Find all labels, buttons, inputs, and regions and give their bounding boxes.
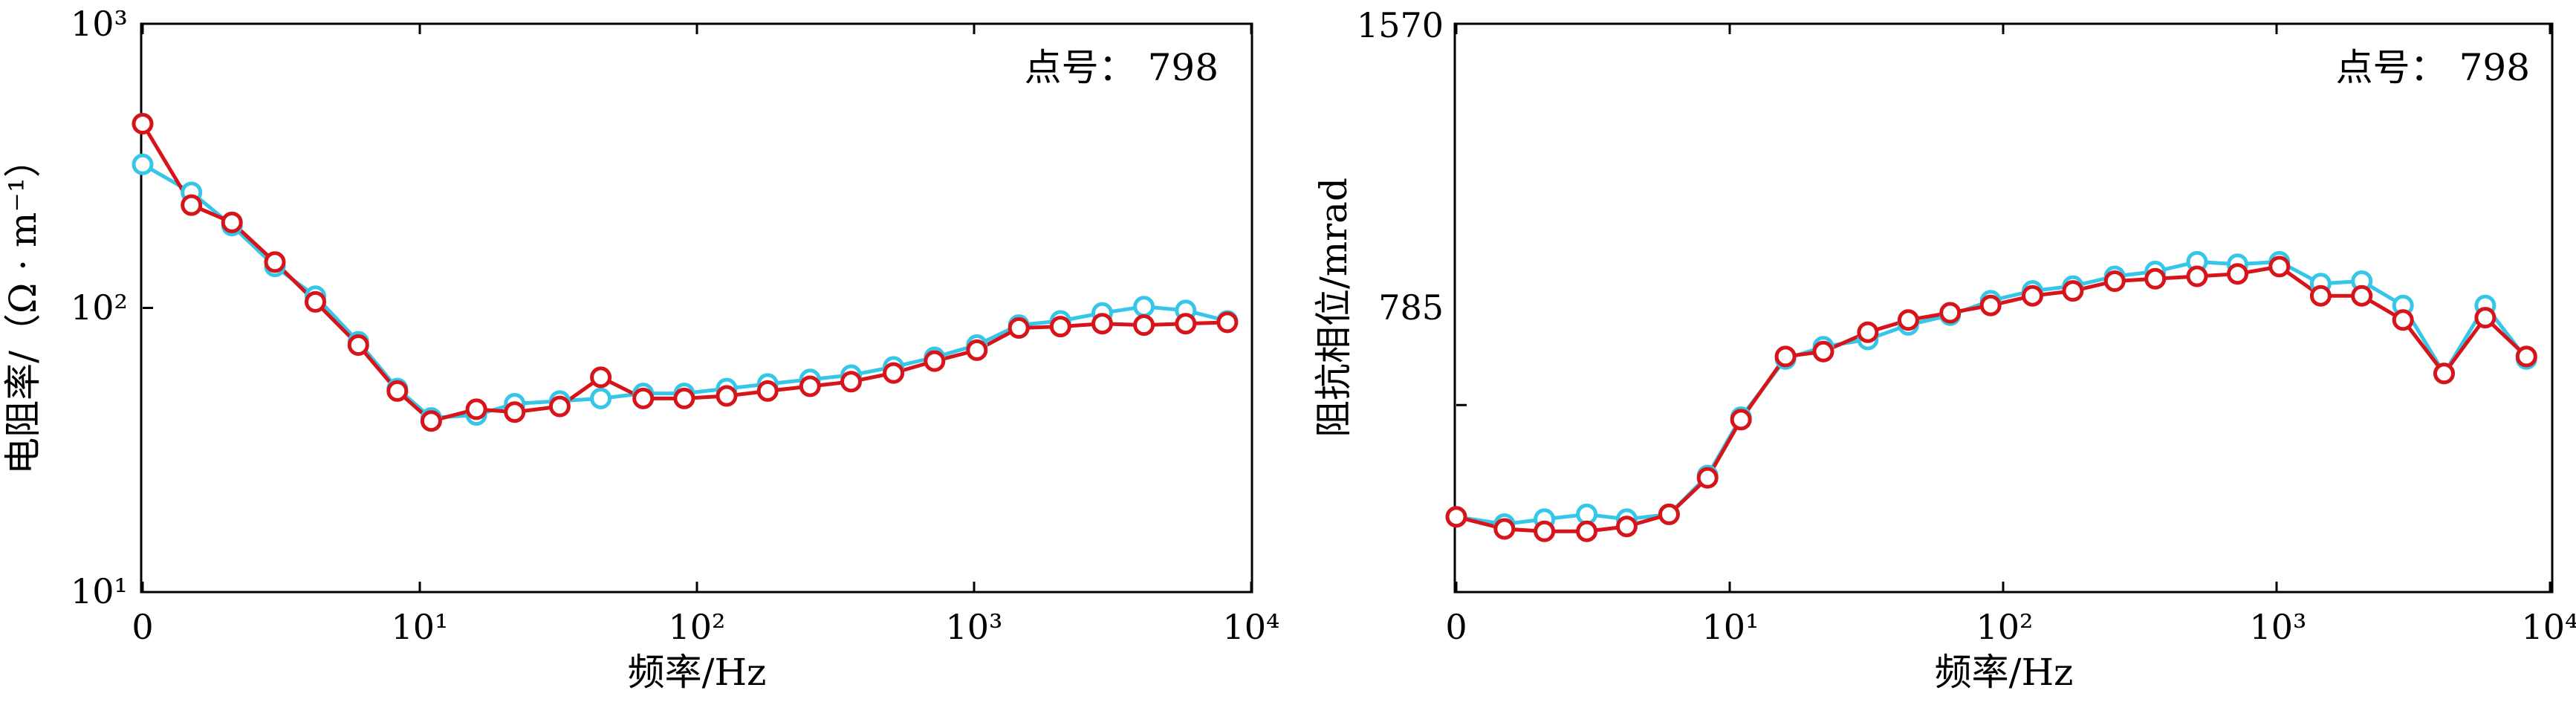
phase-series-2-point — [2392, 309, 2414, 331]
resistivity-series-2-point — [1008, 317, 1030, 339]
phase-series-2-point — [2062, 280, 2084, 302]
resistivity-series-2-point — [181, 194, 203, 216]
resistivity-series-2-point — [590, 366, 612, 389]
resistivity-series-1-point — [132, 153, 154, 175]
resistivity-series-2-point — [632, 387, 655, 409]
resistivity-y-axis-title: 电阻率/（Ω · m⁻¹） — [1, 140, 45, 475]
resistivity-series-2-point — [221, 211, 243, 233]
resistivity-series-2-line — [140, 123, 1227, 423]
resistivity-y-tick-label: 10³ — [71, 4, 128, 44]
phase-plot-frame — [1453, 22, 2554, 594]
resistivity-series-2-point — [1049, 316, 1071, 338]
resistivity-series-2-point — [799, 375, 821, 397]
phase-y-tick-label: 785 — [1378, 287, 1444, 328]
phase-x-tick-label: 0 — [1445, 607, 1467, 647]
phase-series-2-point — [1696, 467, 1719, 489]
resistivity-x-tick-label: 10² — [669, 607, 726, 647]
phase-series-2-point — [2186, 265, 2208, 287]
resistivity-x-tick-label: 0 — [132, 607, 153, 647]
phase-series-2-point — [1812, 340, 1834, 363]
resistivity-x-tick-label: 10⁴ — [1223, 607, 1280, 647]
resistivity-series-2-point — [966, 339, 988, 361]
resistivity-series-2-point — [386, 380, 409, 402]
phase-series-2-point — [1979, 294, 2002, 316]
phase-x-tick-label: 10⁴ — [2522, 607, 2576, 647]
resistivity-annotation: 点号： 798 — [1025, 46, 1219, 89]
phase-series-2-point — [1615, 516, 1638, 538]
resistivity-series-2-point — [504, 401, 526, 423]
resistivity-series-1-point — [1133, 296, 1155, 318]
resistivity-x-axis-title: 频率/Hz — [628, 651, 767, 694]
phase-series-2-point — [1730, 409, 1752, 431]
resistivity-series-2-point — [883, 362, 905, 384]
resistivity-series-2-point — [305, 290, 326, 313]
resistivity-series-2-point — [756, 380, 779, 402]
resistivity-series-2-point — [548, 395, 571, 417]
phase-panel: 点号： 798 785 1570 0 10¹ 10² 10³ 10⁴ 频率/Hz… — [1312, 5, 2576, 694]
resistivity-series-2-point — [716, 385, 738, 407]
phase-series-2-point — [2144, 267, 2167, 290]
resistivity-series-2-point — [673, 387, 695, 409]
resistivity-series-2-point — [1216, 311, 1239, 334]
phase-series-2-point — [1774, 345, 1797, 368]
phase-series-2-point — [1939, 302, 1962, 324]
resistivity-series-2-point — [420, 410, 442, 432]
phase-series-2-point — [2515, 345, 2537, 368]
phase-x-axis-title: 频率/Hz — [1935, 651, 2074, 694]
resistivity-series-2-point — [132, 113, 154, 134]
phase-annotation: 点号： 798 — [2336, 46, 2530, 89]
resistivity-series-2-point — [1091, 313, 1113, 335]
phase-series-2-point — [1897, 309, 1919, 331]
resistivity-x-tick-label: 10¹ — [392, 607, 449, 647]
phase-series-2-point — [1445, 506, 1467, 528]
phase-series-2-point — [2309, 285, 2332, 307]
resistivity-series-2-point — [840, 371, 862, 393]
phase-series-2-point — [2022, 285, 2043, 307]
phase-series-2-point — [1576, 520, 1598, 542]
resistivity-series-1-point — [590, 387, 612, 409]
phase-series-2-point — [2103, 270, 2126, 292]
phase-x-tick-label: 10³ — [2250, 607, 2307, 647]
phase-y-axis-title: 阻抗相位/mrad — [1312, 178, 1355, 438]
resistivity-panel: 点号： 798 10¹ 10² 10³ 0 10¹ 10² 10³ 10⁴ 频率… — [1, 4, 1279, 694]
phase-x-tick-label: 10² — [1976, 607, 2034, 647]
resistivity-series-2-point — [1175, 313, 1197, 335]
resistivity-series-2-point — [347, 334, 369, 356]
resistivity-y-tick-label: 10¹ — [71, 571, 128, 611]
phase-series-2-point — [2474, 307, 2496, 329]
phase-x-tick-label: 10¹ — [1702, 607, 1759, 647]
phase-series-2-point — [2227, 263, 2248, 285]
resistivity-x-tick-label: 10³ — [946, 607, 1003, 647]
resistivity-series-2-point — [264, 251, 286, 273]
resistivity-marks — [132, 22, 1253, 594]
phase-series-2-point — [1493, 518, 1516, 540]
phase-series-2-point — [2351, 285, 2373, 307]
phase-series-2-point — [1658, 503, 1680, 525]
phase-y-tick-label: 1570 — [1357, 5, 1444, 45]
resistivity-series-2-point — [924, 350, 946, 372]
phase-series-2-point — [1534, 520, 1556, 542]
phase-series-2-point — [2433, 363, 2455, 385]
phase-series-2-point — [2268, 256, 2291, 278]
phase-marks — [1445, 22, 2551, 592]
phase-series-2-point — [1857, 321, 1879, 343]
resistivity-series-2-point — [465, 398, 487, 420]
resistivity-series-2-point — [1133, 314, 1155, 337]
resistivity-y-tick-label: 10² — [71, 287, 128, 328]
